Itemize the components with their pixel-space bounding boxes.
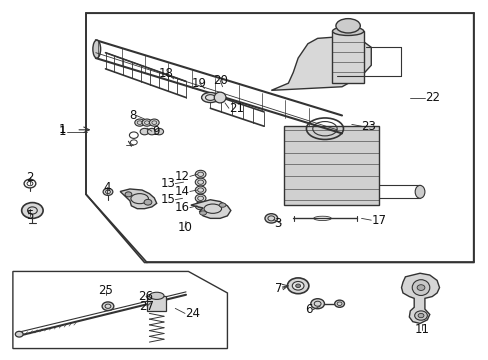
Bar: [86, 13, 473, 262]
Ellipse shape: [125, 192, 132, 197]
Polygon shape: [401, 273, 439, 323]
Ellipse shape: [140, 129, 149, 135]
Ellipse shape: [149, 119, 159, 126]
Text: 25: 25: [98, 284, 113, 297]
Ellipse shape: [292, 282, 304, 290]
Ellipse shape: [199, 211, 206, 215]
Text: 20: 20: [212, 74, 227, 87]
Text: 22: 22: [424, 91, 439, 104]
Text: 16: 16: [175, 201, 189, 214]
Text: 13: 13: [160, 177, 175, 190]
Text: 15: 15: [160, 193, 175, 206]
Ellipse shape: [195, 202, 205, 210]
Ellipse shape: [411, 280, 429, 296]
Ellipse shape: [287, 278, 308, 294]
Ellipse shape: [144, 199, 152, 205]
Text: 11: 11: [414, 323, 429, 336]
Ellipse shape: [102, 302, 114, 311]
Polygon shape: [190, 200, 230, 219]
Text: 14: 14: [175, 185, 189, 198]
Text: 1: 1: [59, 123, 66, 136]
Bar: [283, 126, 378, 205]
Text: 23: 23: [361, 120, 376, 133]
Text: 7: 7: [274, 282, 282, 295]
Ellipse shape: [417, 314, 423, 318]
Ellipse shape: [334, 300, 344, 307]
Ellipse shape: [155, 129, 163, 135]
Ellipse shape: [214, 92, 225, 103]
Polygon shape: [120, 189, 157, 209]
Text: 26: 26: [138, 290, 153, 303]
Text: 17: 17: [370, 214, 386, 227]
Ellipse shape: [195, 178, 205, 186]
Ellipse shape: [332, 27, 363, 36]
Ellipse shape: [201, 93, 219, 103]
Text: 12: 12: [175, 170, 189, 183]
Text: 9: 9: [152, 125, 159, 138]
Ellipse shape: [414, 311, 427, 320]
Ellipse shape: [310, 299, 324, 309]
Bar: [147, 296, 166, 311]
Ellipse shape: [219, 203, 225, 207]
Text: 21: 21: [228, 102, 244, 115]
Text: 5: 5: [26, 210, 34, 222]
Text: 4: 4: [103, 181, 110, 194]
Ellipse shape: [149, 292, 163, 300]
Text: 19: 19: [192, 77, 207, 90]
Ellipse shape: [93, 40, 101, 58]
Ellipse shape: [21, 203, 43, 219]
Ellipse shape: [147, 129, 156, 135]
Ellipse shape: [414, 185, 424, 198]
Ellipse shape: [15, 331, 23, 337]
Text: 2: 2: [26, 171, 34, 184]
Ellipse shape: [416, 285, 424, 291]
Text: 1: 1: [59, 125, 66, 138]
Text: 8: 8: [129, 109, 136, 122]
Text: 27: 27: [139, 300, 154, 313]
Text: 24: 24: [184, 307, 200, 320]
Ellipse shape: [264, 214, 277, 223]
Ellipse shape: [135, 119, 144, 126]
Ellipse shape: [195, 186, 205, 194]
Text: 18: 18: [159, 67, 174, 80]
Bar: [331, 31, 363, 83]
Ellipse shape: [335, 19, 360, 33]
Text: 3: 3: [273, 217, 281, 230]
Text: 10: 10: [177, 221, 192, 234]
Ellipse shape: [142, 119, 152, 126]
Ellipse shape: [295, 284, 300, 288]
Text: 6: 6: [305, 303, 312, 316]
Polygon shape: [271, 37, 370, 90]
Ellipse shape: [195, 194, 205, 202]
Ellipse shape: [195, 170, 205, 178]
Ellipse shape: [103, 188, 113, 195]
